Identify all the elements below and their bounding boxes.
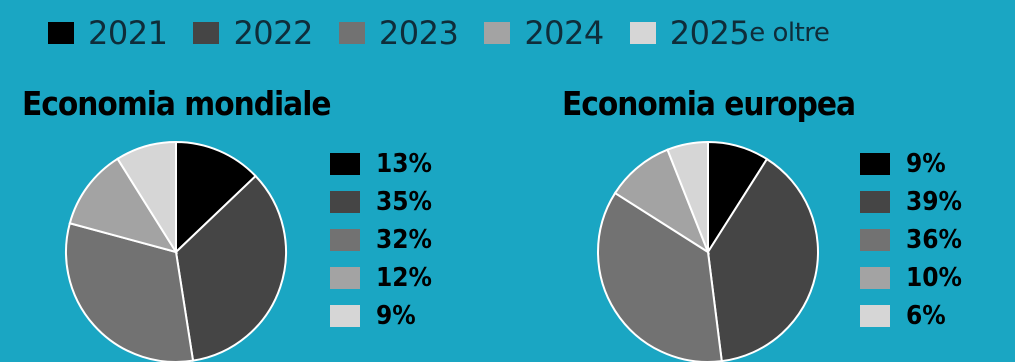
pie-chart-europe (597, 140, 819, 362)
legend-item-2021: 2021 (48, 14, 168, 52)
value-swatch (330, 267, 360, 289)
legend-swatch-2024 (484, 22, 511, 44)
value-swatch (860, 267, 890, 289)
value-text: 32% (376, 225, 432, 255)
value-text: 35% (376, 187, 432, 217)
legend-label-2021: 2021 (88, 14, 168, 52)
legend-swatch-2023 (338, 22, 365, 44)
value-label-world-2025-e-oltre: 9% (330, 298, 432, 334)
value-swatch (330, 305, 360, 327)
value-swatch (860, 191, 890, 213)
pie-slice-europe-2022 (706, 157, 819, 362)
pie-slice-europe-2025-e-oltre (666, 140, 709, 253)
value-label-world-2022: 35% (330, 184, 432, 220)
value-text: 36% (906, 225, 962, 255)
value-text: 39% (906, 187, 962, 217)
legend-label-2025: 2025 (669, 14, 750, 52)
values-list-world: 13% 35% 32% 12% 9% (330, 146, 432, 336)
value-label-europe-2025-e-oltre: 6% (860, 298, 962, 334)
legend-label-2025-suffix: e oltre (749, 18, 830, 48)
legend: 2021 2022 2023 2024 2025 e oltre (48, 14, 830, 52)
legend-label-2022: 2022 (233, 14, 313, 52)
chart-title-world: Economia mondiale (22, 84, 332, 123)
pie-slice-world-2022 (174, 174, 287, 362)
value-text: 12% (376, 263, 432, 293)
value-swatch (330, 191, 360, 213)
value-swatch (860, 229, 890, 251)
value-label-world-2024: 12% (330, 260, 432, 296)
legend-swatch-2022 (193, 22, 220, 44)
value-swatch (860, 305, 890, 327)
value-text: 9% (906, 149, 946, 179)
value-swatch (860, 153, 890, 175)
value-text: 13% (376, 149, 432, 179)
legend-item-2025: 2025 e oltre (629, 14, 830, 52)
value-swatch (330, 153, 360, 175)
value-swatch (330, 229, 360, 251)
value-text: 6% (906, 301, 946, 331)
value-label-europe-2023: 36% (860, 222, 962, 258)
value-label-europe-2021: 9% (860, 146, 962, 182)
chart-title-europe: Economia europea (562, 84, 856, 123)
legend-swatch-2021 (48, 22, 74, 44)
value-label-world-2023: 32% (330, 222, 432, 258)
legend-item-2024: 2024 (484, 14, 604, 52)
legend-swatch-2025 (629, 22, 656, 44)
pie-slice-world-2025-e-oltre (116, 140, 177, 256)
value-label-europe-2024: 10% (860, 260, 962, 296)
pie-chart-world (65, 140, 287, 362)
legend-item-2022: 2022 (193, 14, 313, 52)
values-list-europe: 9% 39% 36% 10% 6% (860, 146, 962, 336)
legend-label-2024: 2024 (524, 14, 604, 52)
legend-label-2023: 2023 (378, 14, 459, 52)
value-label-europe-2022: 39% (860, 184, 962, 220)
legend-item-2023: 2023 (338, 14, 459, 52)
pie-slice-world-2024 (68, 157, 179, 254)
value-text: 10% (906, 263, 962, 293)
value-text: 9% (376, 301, 416, 331)
pie-slice-world-2021 (175, 140, 257, 255)
value-label-world-2021: 13% (330, 146, 432, 182)
